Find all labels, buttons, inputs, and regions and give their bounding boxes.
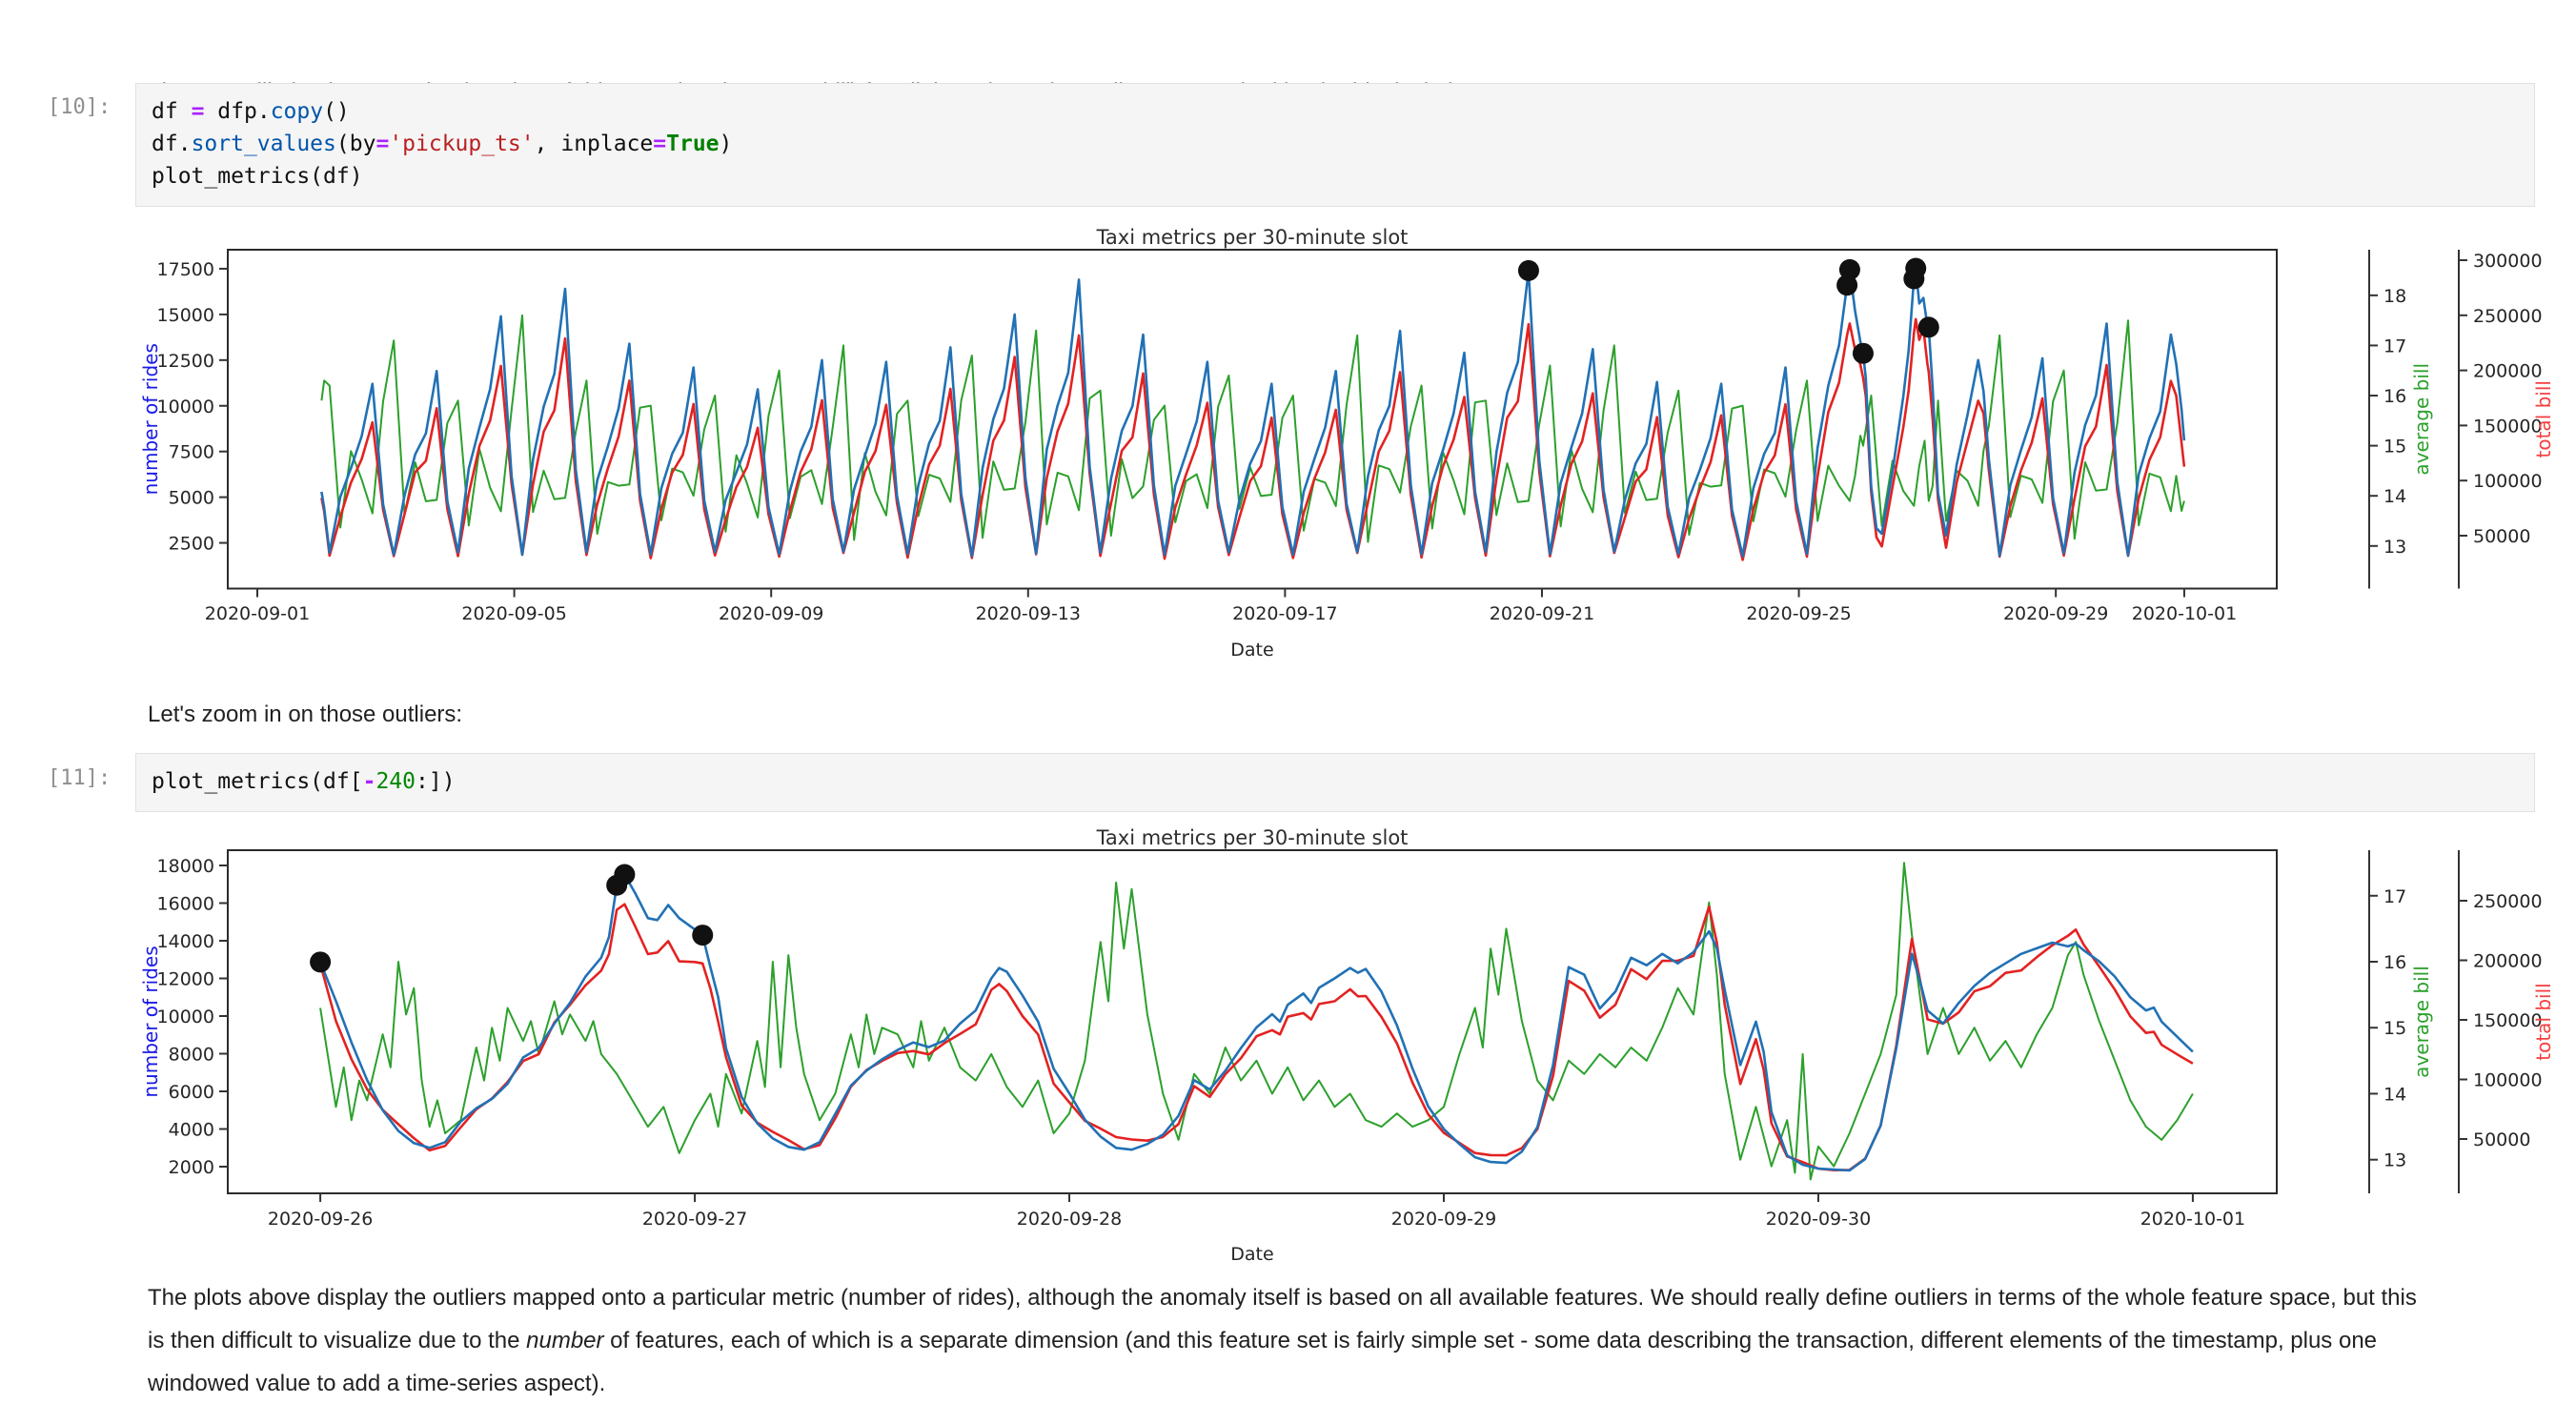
code-text-11: plot_metrics(df[-240:]) [152, 769, 456, 794]
svg-text:18000: 18000 [157, 856, 214, 877]
svg-text:6000: 6000 [169, 1082, 214, 1103]
svg-text:2020-09-09: 2020-09-09 [719, 603, 823, 624]
svg-text:12500: 12500 [157, 351, 214, 372]
svg-text:2020-09-26: 2020-09-26 [268, 1209, 373, 1230]
markdown-cell-closing: The plots above display the outliers map… [148, 1285, 2417, 1396]
svg-text:200000: 200000 [2473, 361, 2543, 382]
svg-text:total bill: total bill [2532, 983, 2555, 1060]
svg-text:Date: Date [1230, 1244, 1273, 1265]
svg-text:2000: 2000 [169, 1157, 214, 1178]
svg-text:250000: 250000 [2473, 306, 2543, 327]
svg-text:2020-09-05: 2020-09-05 [461, 603, 566, 624]
chart-taxi-metrics-zoomed: Taxi metrics per 30-minute slot 2000 4000 6… [139, 826, 2555, 1265]
svg-text:7500: 7500 [169, 442, 214, 463]
svg-text:250000: 250000 [2473, 891, 2543, 912]
code-input-10[interactable]: df = dfp.copy() df.sort_values(by='picku… [135, 83, 2535, 207]
chart-taxi-metrics-all: Taxi metrics per 30-minute slot 2500 5000 7… [139, 226, 2555, 661]
svg-text:Date: Date [1230, 640, 1273, 661]
svg-text:13: 13 [2383, 537, 2406, 558]
svg-text:50000: 50000 [2473, 1129, 2530, 1150]
svg-text:100000: 100000 [2473, 1070, 2543, 1091]
code-input-11[interactable]: plot_metrics(df[-240:]) [135, 753, 2535, 812]
svg-text:2020-09-29: 2020-09-29 [2003, 603, 2108, 624]
svg-text:50000: 50000 [2473, 526, 2530, 547]
svg-text:14: 14 [2383, 1084, 2406, 1105]
svg-text:Taxi metrics per 30-minute slo: Taxi metrics per 30-minute slot [1096, 826, 1409, 849]
svg-text:average bill: average bill [2410, 363, 2433, 476]
svg-text:18: 18 [2383, 286, 2406, 307]
svg-text:2020-09-17: 2020-09-17 [1232, 603, 1337, 624]
svg-text:300000: 300000 [2473, 251, 2543, 272]
svg-text:10000: 10000 [157, 397, 214, 417]
svg-text:16000: 16000 [157, 894, 214, 915]
svg-text:2020-09-27: 2020-09-27 [642, 1209, 747, 1230]
svg-text:2020-09-25: 2020-09-25 [1746, 603, 1851, 624]
svg-text:17: 17 [2383, 886, 2406, 907]
svg-text:2020-09-30: 2020-09-30 [1766, 1209, 1871, 1230]
svg-text:5000: 5000 [169, 488, 214, 509]
svg-text:12000: 12000 [157, 969, 214, 990]
code-text-10: df = dfp.copy() df.sort_values(by='picku… [152, 99, 733, 189]
svg-text:2020-09-21: 2020-09-21 [1490, 603, 1594, 624]
svg-text:2020-10-01: 2020-10-01 [2140, 1209, 2245, 1230]
svg-text:150000: 150000 [2473, 1010, 2543, 1031]
input-prompt-10: [10]: [48, 95, 112, 119]
svg-text:number of rides: number of rides [139, 946, 162, 1097]
svg-text:2020-09-28: 2020-09-28 [1017, 1209, 1122, 1230]
svg-text:14000: 14000 [157, 931, 214, 952]
svg-text:2020-09-01: 2020-09-01 [205, 603, 310, 624]
svg-text:17: 17 [2383, 336, 2406, 356]
svg-text:average bill: average bill [2410, 966, 2433, 1078]
svg-text:15: 15 [2383, 437, 2406, 458]
svg-text:13: 13 [2383, 1150, 2406, 1171]
svg-text:number of rides: number of rides [139, 343, 162, 495]
svg-text:100000: 100000 [2473, 471, 2543, 492]
input-prompt-11: [11]: [48, 766, 112, 790]
svg-text:17500: 17500 [157, 259, 214, 280]
svg-text:10000: 10000 [157, 1007, 214, 1027]
svg-text:200000: 200000 [2473, 951, 2543, 972]
svg-text:14: 14 [2383, 486, 2406, 507]
svg-text:16: 16 [2383, 386, 2406, 407]
svg-text:15000: 15000 [157, 305, 214, 326]
svg-text:15: 15 [2383, 1018, 2406, 1039]
svg-text:2020-09-29: 2020-09-29 [1391, 1209, 1496, 1230]
svg-text:2020-10-01: 2020-10-01 [2132, 603, 2237, 624]
markdown-cell-zoom: Let's zoom in on those outliers: [148, 702, 463, 727]
svg-text:2500: 2500 [169, 534, 214, 555]
svg-text:8000: 8000 [169, 1045, 214, 1066]
svg-text:150000: 150000 [2473, 416, 2543, 437]
svg-text:Taxi metrics per 30-minute slo: Taxi metrics per 30-minute slot [1096, 226, 1409, 249]
svg-text:total bill: total bill [2532, 380, 2555, 458]
svg-text:16: 16 [2383, 952, 2406, 973]
svg-text:2020-09-13: 2020-09-13 [976, 603, 1081, 624]
svg-text:4000: 4000 [169, 1120, 214, 1141]
